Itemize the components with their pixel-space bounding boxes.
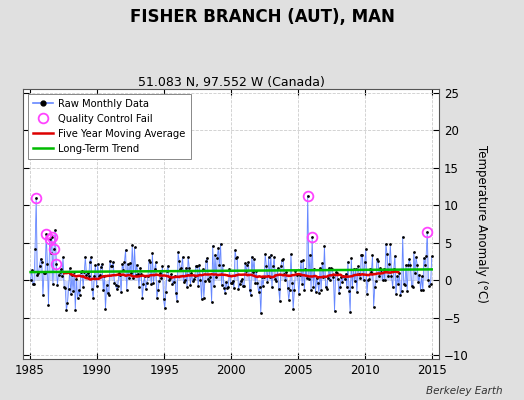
Legend: Raw Monthly Data, Quality Control Fail, Five Year Moving Average, Long-Term Tren: Raw Monthly Data, Quality Control Fail, … <box>28 94 191 159</box>
Text: FISHER BRANCH (AUT), MAN: FISHER BRANCH (AUT), MAN <box>129 8 395 26</box>
Y-axis label: Temperature Anomaly (°C): Temperature Anomaly (°C) <box>475 145 488 303</box>
Text: Berkeley Earth: Berkeley Earth <box>427 386 503 396</box>
Title: 51.083 N, 97.552 W (Canada): 51.083 N, 97.552 W (Canada) <box>138 76 324 89</box>
